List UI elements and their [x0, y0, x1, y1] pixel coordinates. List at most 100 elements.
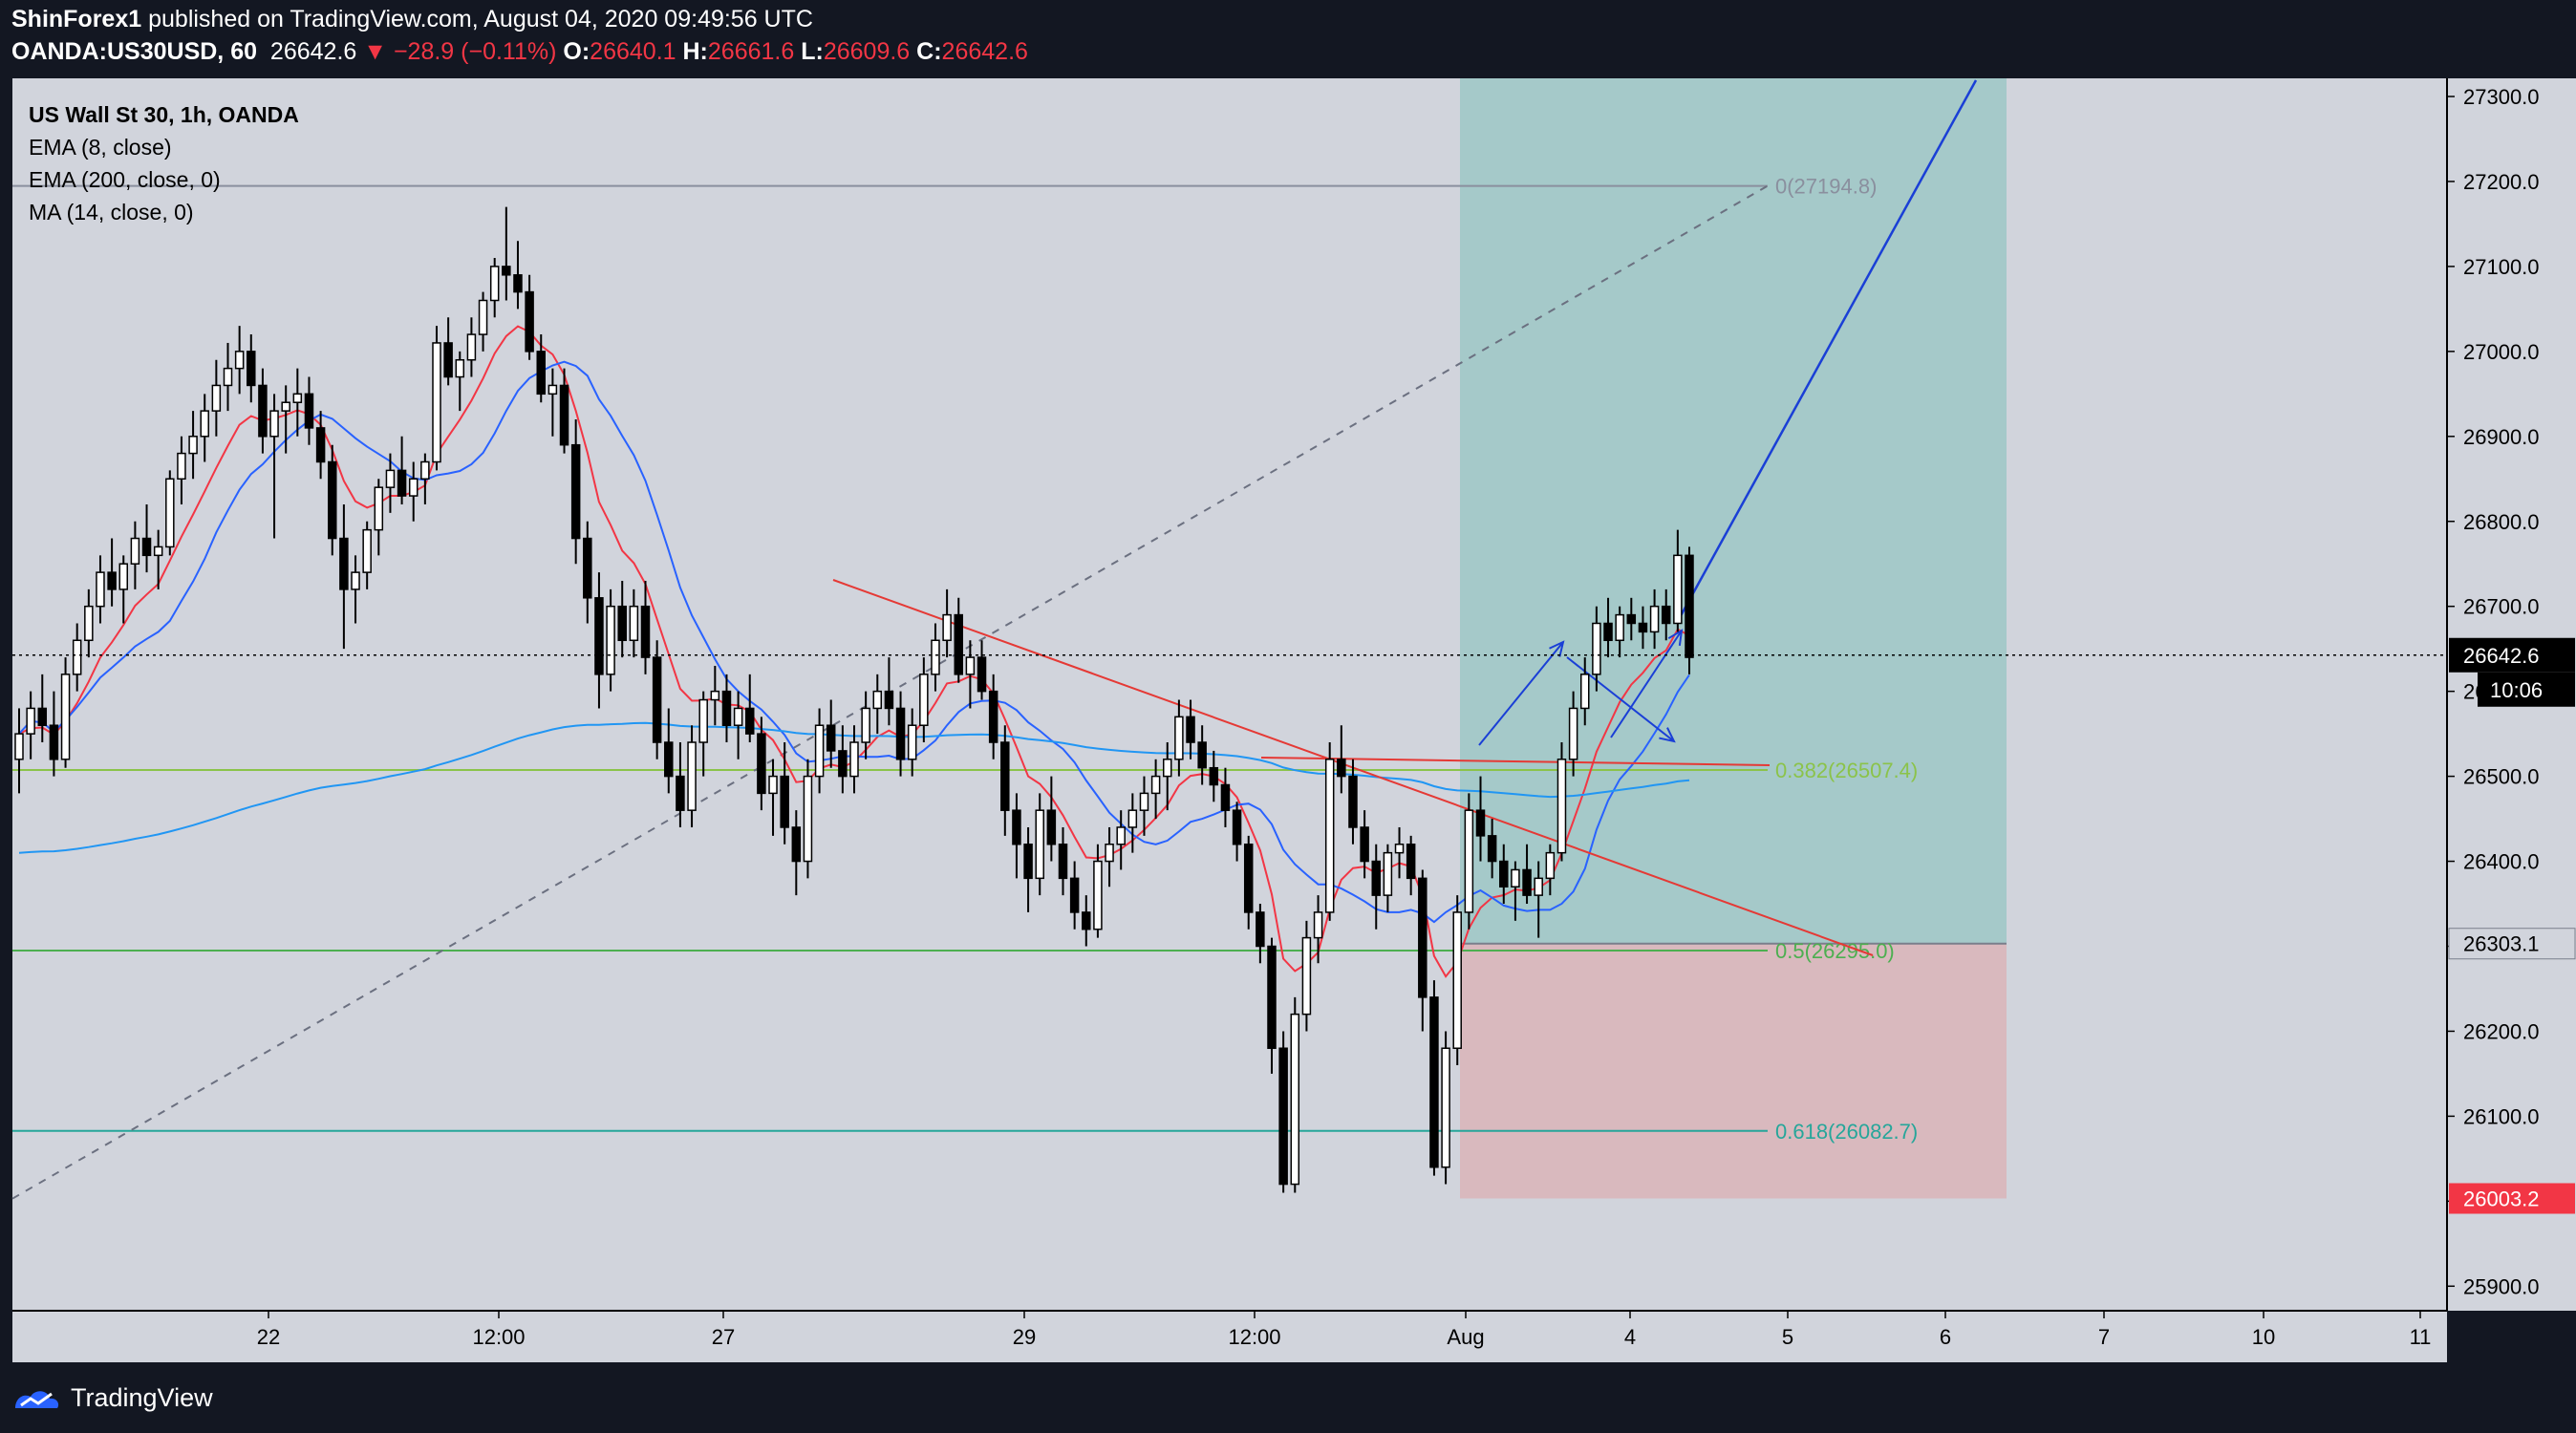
candle-body: [374, 486, 384, 531]
x-tick-label: 7: [2098, 1325, 2110, 1349]
candle-body: [1220, 783, 1231, 811]
time-scale[interactable]: [12, 1311, 2447, 1362]
y-tick-label: 25900.0: [2463, 1274, 2540, 1298]
candle-body: [455, 358, 465, 378]
candle-body: [803, 775, 813, 863]
candle-body: [1127, 809, 1138, 828]
x-tick-label: 6: [1940, 1325, 1951, 1349]
candle-body: [780, 775, 789, 828]
candle-body: [1348, 775, 1358, 828]
y-tick-label: 27200.0: [2463, 170, 2540, 194]
candle-body: [919, 674, 929, 726]
projection-line[interactable]: [1676, 79, 1978, 622]
candle-body: [1243, 844, 1254, 913]
candle-body: [328, 460, 337, 540]
candle-body: [513, 274, 523, 293]
candle-body: [443, 342, 453, 378]
candle-body: [1139, 792, 1149, 811]
legend-title[interactable]: US Wall St 30, 1h, OANDA: [29, 102, 299, 127]
candle-body: [872, 690, 883, 710]
candle-body: [617, 605, 627, 642]
candle-body: [629, 605, 639, 642]
candle-body: [1394, 844, 1405, 854]
x-tick-label: 22: [257, 1325, 280, 1349]
candle-body: [907, 724, 917, 760]
countdown-badge: [2478, 672, 2575, 707]
candle-body: [351, 571, 360, 590]
symbol-label: OANDA:US30USD, 60: [11, 38, 258, 65]
candle-body: [942, 613, 952, 642]
close-label: C:: [916, 38, 942, 65]
author-name[interactable]: ShinForex1: [11, 6, 142, 32]
arrow-up-2[interactable]: [1610, 630, 1683, 738]
candle-body: [1475, 809, 1486, 837]
candle-body: [269, 410, 279, 438]
candle-body: [1174, 716, 1184, 760]
chart-area[interactable]: 0(27194.8) 0.382(26507.4) 0.5(26295.0) 0.61…: [0, 0, 2576, 1371]
candle-body: [37, 707, 48, 726]
last-price: 26642.6: [269, 38, 357, 65]
candle-body: [177, 452, 186, 481]
candle-body: [791, 826, 802, 863]
candle-body: [570, 443, 581, 540]
candle-body: [1058, 844, 1068, 880]
candle-body: [965, 656, 976, 675]
candle-body: [733, 707, 743, 726]
price-chart[interactable]: 0(27194.8) 0.382(26507.4) 0.5(26295.0) 0.61…: [0, 0, 2576, 1366]
candle-body: [1012, 809, 1021, 845]
candle-body: [1232, 809, 1242, 845]
candle-body: [84, 605, 94, 642]
x-tick-label: 29: [1013, 1325, 1036, 1349]
candle-body: [200, 410, 209, 438]
candle-body: [1661, 605, 1671, 625]
x-tick-label: Aug: [1447, 1325, 1484, 1349]
candle-body: [1046, 809, 1057, 845]
fib-level-label: 0(27194.8): [1775, 175, 1877, 199]
candle-body: [1499, 860, 1509, 888]
candle-body: [165, 478, 175, 548]
brand-name: TradingView: [71, 1383, 213, 1412]
resistance-line[interactable]: [1260, 757, 1771, 766]
legend-study[interactable]: EMA (200, close, 0): [29, 167, 221, 192]
candle-body: [1000, 741, 1010, 811]
arrow-up-2-head: [1667, 629, 1684, 646]
candle-body: [1035, 809, 1044, 880]
publish-info: ShinForex1 published on TradingView.com,…: [11, 6, 813, 33]
x-tick-label: 27: [712, 1325, 735, 1349]
candle-body: [432, 342, 441, 463]
candle-body: [814, 724, 825, 778]
legend-study[interactable]: EMA (8, close): [29, 135, 172, 160]
candle-body: [745, 707, 755, 735]
candle-body: [14, 733, 24, 760]
stop-loss-zone[interactable]: [1460, 943, 2007, 1199]
candle-body: [1418, 877, 1428, 998]
candle-body: [1023, 844, 1033, 880]
candle-body: [1383, 851, 1393, 896]
y-tick-label: 26700.0: [2463, 595, 2540, 619]
last-price-badge-label: 26642.6: [2463, 644, 2540, 668]
candle-body: [525, 290, 534, 353]
arrow-up-1-head: [1549, 640, 1565, 657]
price-badge-label: 26003.2: [2463, 1187, 2540, 1211]
open-value: 26640.1: [590, 38, 676, 65]
candle-body: [281, 401, 290, 412]
candle-body: [489, 266, 500, 302]
tradingview-branding[interactable]: TradingView: [13, 1383, 213, 1413]
candle-body: [292, 393, 303, 403]
candle-body: [1082, 911, 1091, 930]
candle-body: [884, 690, 894, 710]
arrow-up-1[interactable]: [1478, 641, 1564, 746]
low-label: L:: [801, 38, 824, 65]
profit-target-zone[interactable]: [1460, 78, 2007, 944]
candle-body: [188, 436, 198, 455]
candle-body: [583, 537, 592, 599]
legend-study[interactable]: MA (14, close, 0): [29, 200, 194, 225]
price-change: ▼ −28.9 (−0.11%): [363, 38, 557, 65]
candle-body: [49, 724, 59, 760]
candle-body: [1209, 766, 1219, 786]
candle-body: [1649, 605, 1660, 633]
high-value: 26661.6: [707, 38, 795, 65]
candle-body: [1267, 945, 1277, 1049]
candle-body: [1452, 911, 1462, 1049]
candle-body: [640, 605, 651, 658]
